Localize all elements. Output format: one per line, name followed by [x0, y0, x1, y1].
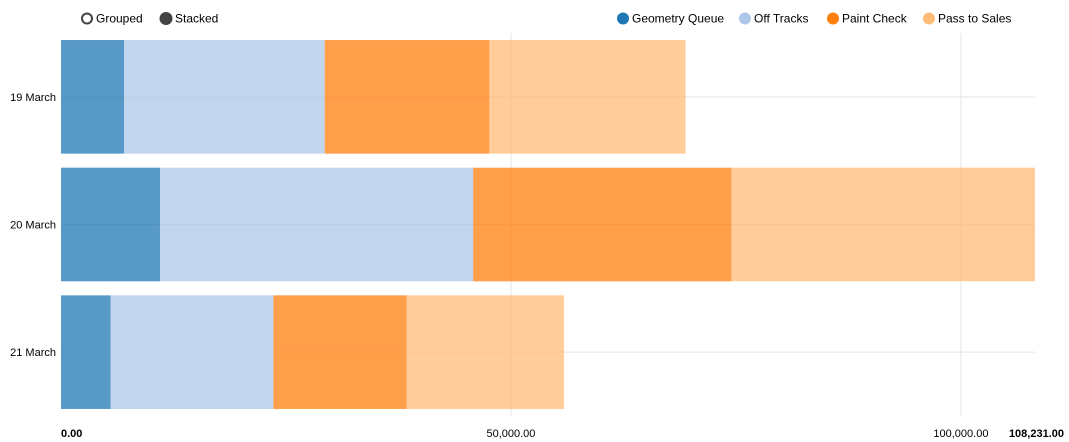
legend-item-off-tracks[interactable]: Off Tracks — [739, 12, 808, 26]
chart-mode-controls: Grouped Stacked — [81, 12, 218, 26]
legend-item-paint-check[interactable]: Paint Check — [827, 12, 908, 26]
bar-geometry-queue-21-march[interactable] — [61, 295, 111, 409]
x-tick-label: 100,000.00 — [933, 428, 988, 440]
category-label-19-march: 19 March — [10, 92, 56, 104]
category-labels: 19 March 20 March 21 March — [10, 92, 56, 359]
bar-pass-to-sales-21-march[interactable] — [406, 295, 565, 409]
legend-swatch-pass-to-sales — [923, 12, 935, 25]
legend-label-off-tracks: Off Tracks — [754, 12, 808, 26]
bar-paint-check-19-march[interactable] — [324, 40, 490, 154]
bars — [61, 40, 1035, 409]
legend-label-pass-to-sales: Pass to Sales — [938, 12, 1011, 26]
x-max-label: 108,231.00 — [1009, 428, 1064, 440]
bar-geometry-queue-20-march[interactable] — [61, 167, 160, 282]
legend-item-pass-to-sales[interactable]: Pass to Sales — [923, 12, 1011, 26]
grouped-control[interactable]: Grouped — [81, 12, 143, 26]
legend-swatch-off-tracks — [739, 12, 751, 25]
legend-swatch-paint-check — [827, 12, 839, 25]
x-tick-label: 50,000.00 — [486, 428, 535, 440]
grouped-label: Grouped — [96, 12, 143, 26]
bar-off-tracks-19-march[interactable] — [123, 40, 325, 154]
stacked-control[interactable]: Stacked — [159, 12, 218, 26]
bar-paint-check-20-march[interactable] — [473, 167, 732, 282]
bar-off-tracks-21-march[interactable] — [110, 295, 274, 409]
stacked-radio-icon — [159, 12, 173, 25]
legend-swatch-geometry-queue — [617, 12, 629, 25]
stacked-label: Stacked — [175, 12, 218, 26]
bar-off-tracks-20-march[interactable] — [159, 167, 474, 282]
x-axis: 0.00 50,000.00 100,000.00 108,231.00 — [61, 428, 1064, 440]
legend-label-geometry-queue: Geometry Queue — [632, 12, 724, 26]
bar-paint-check-21-march[interactable] — [273, 295, 407, 409]
category-label-21-march: 21 March — [10, 347, 56, 359]
category-label-20-march: 20 March — [10, 220, 56, 232]
bar-pass-to-sales-20-march[interactable] — [731, 167, 1035, 282]
bar-geometry-queue-19-march[interactable] — [61, 40, 124, 154]
grouped-radio-icon — [81, 12, 93, 25]
bar-pass-to-sales-19-march[interactable] — [489, 40, 686, 154]
legend-label-paint-check: Paint Check — [842, 12, 908, 26]
x-tick-label: 0.00 — [61, 428, 82, 440]
legend-item-geometry-queue[interactable]: Geometry Queue — [617, 12, 724, 26]
legend: Geometry Queue Off Tracks Paint Check Pa… — [617, 12, 1011, 26]
